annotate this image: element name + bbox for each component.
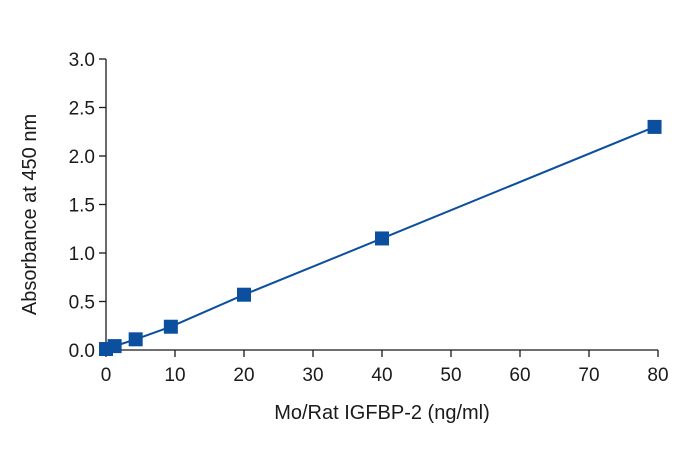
series-layer: [99, 119, 662, 357]
x-axis-title: Mo/Rat IGFBP-2 (ng/ml): [274, 402, 490, 424]
x-tick-label: 20: [233, 365, 254, 386]
y-axis-title: Absorbance at 450 nm: [19, 114, 41, 315]
x-tick-label: 0: [101, 365, 112, 386]
x-tick-label: 60: [509, 365, 530, 386]
x-tick-label: 80: [647, 365, 668, 386]
x-tick-label: 30: [302, 365, 323, 386]
x-tick-label: 40: [371, 365, 392, 386]
y-tick-label: 3.0: [69, 50, 95, 71]
data-point: [647, 119, 662, 134]
x-tick-label: 10: [164, 365, 185, 386]
y-tick-label: 0.5: [69, 293, 95, 314]
data-point: [128, 332, 143, 347]
axes: 0.0 0.5 1.0 1.5 2.0 2.5 3.0 0 10 20 30 40 50 60 70 80: [69, 50, 669, 386]
y-tick-label: 2.5: [69, 99, 95, 120]
y-tick-label: 0.0: [69, 341, 95, 362]
x-tick-label: 50: [440, 365, 461, 386]
y-tick-label: 1.0: [69, 244, 95, 265]
data-point: [237, 287, 251, 302]
data-point: [375, 231, 389, 246]
data-point: [107, 339, 122, 354]
data-point: [163, 319, 178, 334]
y-tick-label: 2.0: [69, 147, 95, 168]
x-tick-label: 70: [578, 365, 599, 386]
y-tick-label: 1.5: [69, 196, 95, 217]
